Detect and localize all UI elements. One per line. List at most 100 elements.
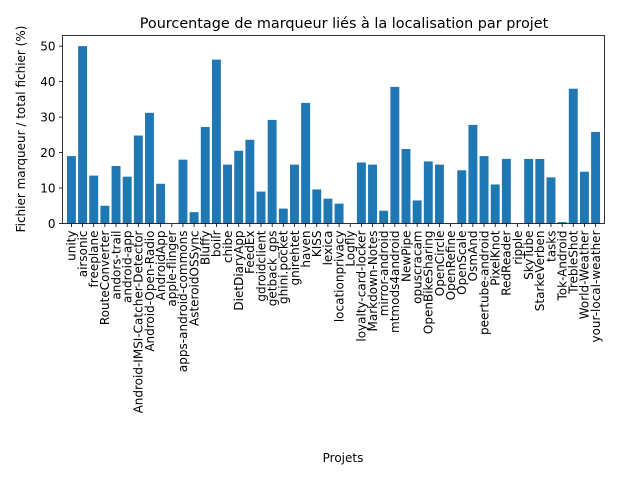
x-axis-label: Projets [323,451,364,465]
bar [290,164,299,224]
bar [245,139,255,224]
bar [390,86,400,224]
chart-title: Pourcentage de marqueur liés à la locali… [140,16,549,32]
bar [78,46,88,224]
bar [401,149,411,224]
x-tick-label: android-app [120,231,134,303]
x-tick-label: RouteConverter [98,230,112,325]
x-tick-label: getback_gps [265,231,279,307]
x-tick-label: AsteroidOSSync [187,231,201,327]
x-tick-label: chibe [221,231,235,264]
bar [468,124,478,224]
x-tick-label: Tok-Android [555,231,569,302]
x-tick-label: your-local-weather [589,230,603,342]
x-tick-label: Logfly [344,231,358,267]
x-tick-label: OpenBikeSharing [422,231,436,335]
bar [89,175,99,224]
bar [490,184,500,224]
bar [301,102,311,224]
bar [133,135,143,224]
x-tick-label: StarkeVerben [533,231,547,312]
y-tick-label: 0 [48,217,56,231]
bar [122,176,132,224]
bar [323,198,333,224]
x-tick-label: ripple [511,231,525,265]
x-tick-label: World-Weather [578,230,592,319]
y-tick-label: 30 [40,110,55,124]
bar [267,119,277,224]
bar [479,156,489,224]
bar [312,189,322,224]
plot-frame [62,35,605,224]
bar [535,158,545,224]
x-tick-label: mtmods4android [388,231,402,333]
x-tick-label: DietDiaryApp [232,231,246,311]
bar [591,131,601,224]
x-tick-label: gdroidclient [254,230,268,301]
x-tick-label: KISS [310,231,324,258]
bar [223,164,233,224]
bar [412,200,422,224]
x-tick-label: lexica [321,231,335,266]
bar [145,112,154,224]
x-tick-label: peertube-android [477,231,491,336]
x-tick-label: OpenScale [455,231,469,295]
bar [334,203,344,224]
bars [66,46,601,224]
x-tick-label: mirror-android [377,231,391,317]
bar [66,156,76,224]
bar [568,88,578,224]
x-tick-label: OpenRefine [444,231,458,301]
x-tick-label: apple-flinger [165,230,179,306]
x-tick-label: boilr [210,230,224,257]
bar [100,205,110,224]
x-tick-label: locationprivacy [332,231,346,323]
x-tick-label: opuscracam [410,231,424,304]
y-axis-label: Fichier marqueur / total fichier (%) [14,26,28,233]
bar [356,162,366,224]
x-tick-label: unity [65,231,79,261]
bar [200,127,210,224]
x-tick-label: freeplane [87,231,101,288]
y-axis: 0 10 20 30 40 50 [40,39,63,231]
bar [178,159,188,224]
x-tick-label: andors-trail [109,231,123,300]
y-tick-label: 10 [40,181,55,195]
x-tick-label: NewPipe [399,231,413,282]
bar [278,208,288,224]
bar [368,164,377,224]
bar [546,177,556,224]
bar [557,222,567,224]
bar [501,158,511,224]
bar [111,166,121,224]
x-tick-label: OpenCircle [433,231,447,297]
x-tick-label: AndroidApp [154,231,168,301]
x-tick-label: gnirehtet [288,230,302,285]
x-tick-label: ghini.pocket [277,230,291,304]
x-tick-label: airsonic [76,231,90,278]
x-axis: unityairsonicfreeplaneRouteConverterando… [65,223,603,413]
x-tick-label: loyalty-card-locker [355,230,369,341]
bar [189,212,199,224]
bar [434,164,444,224]
y-tick-label: 20 [40,146,55,160]
x-tick-label: Android-IMSI-Catcher-Detector [132,230,146,413]
x-tick-label: FeedEx [243,231,257,274]
bar [524,158,534,224]
x-tick-label: apps-android-commons [176,231,190,373]
bar [256,191,266,224]
bar [457,170,467,224]
y-tick-label: 50 [40,39,55,53]
x-tick-label: OsmAnd [466,231,480,282]
x-tick-label: PixelKnot [489,230,503,286]
y-tick-label: 40 [40,75,55,89]
bar [234,150,244,224]
x-tick-label: RedReader [500,230,514,295]
x-tick-label: TrebleShot [567,230,581,295]
x-tick-label: tasks [544,231,558,263]
bar [579,171,589,224]
x-tick-label: Android-Open-Radio [143,231,157,352]
x-tick-label: SkyTube [522,231,536,280]
bar [211,59,221,224]
